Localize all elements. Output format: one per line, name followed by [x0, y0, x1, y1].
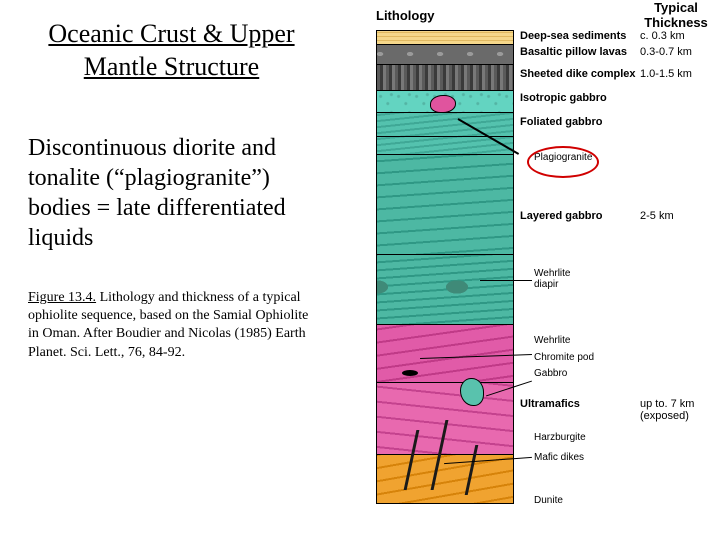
thickness-label: up to. 7 km (exposed)	[640, 398, 716, 422]
layer-seg-7	[377, 255, 513, 325]
plagiogranite-body-icon	[430, 95, 456, 113]
page-title: Oceanic Crust & Upper Mantle Structure	[28, 18, 315, 83]
gabbro-blob-icon	[460, 378, 484, 406]
thickness-label: 1.0-1.5 km	[640, 68, 716, 80]
layer-label: Ultramafics	[520, 398, 580, 410]
figure-number: Figure 13.4.	[28, 290, 96, 305]
leader-line	[480, 280, 532, 281]
sublabel-harzburgite: Harzburgite	[534, 432, 586, 443]
description: Discontinuous diorite and tonalite (“pla…	[28, 133, 315, 253]
layer-sheeted-dike-complex	[377, 65, 513, 91]
chromite-pod-icon	[402, 370, 418, 376]
layer-layered-gabbro	[377, 155, 513, 255]
layer-label: Basaltic pillow lavas	[520, 46, 627, 58]
layer-deep-sea-sediments	[377, 31, 513, 45]
text-panel: Oceanic Crust & Upper Mantle Structure D…	[0, 0, 335, 540]
ophiolite-diagram: Lithology Typical Thickness Deep-sea sed…	[340, 0, 720, 540]
layer-label: Foliated gabbro	[520, 116, 603, 128]
sublabel-mafic-dikes: Mafic dikes	[534, 452, 584, 463]
sublabel-chromite-pod: Chromite pod	[534, 352, 594, 363]
sublabel-gabbro: Gabbro	[534, 368, 567, 379]
layer-basaltic-pillow-lavas	[377, 45, 513, 65]
layer-seg-9	[377, 325, 513, 383]
layer-label: Layered gabbro	[520, 210, 603, 222]
lithology-header: Lithology	[376, 8, 435, 23]
layer-foliated-gabbro	[377, 113, 513, 137]
layer-label: Deep-sea sediments	[520, 30, 626, 42]
thickness-label: c. 0.3 km	[640, 30, 716, 42]
sublabel-dunite: Dunite	[534, 495, 563, 506]
layer-label: Isotropic gabbro	[520, 92, 607, 104]
plagiogranite-highlight-ring	[527, 146, 599, 178]
thickness-label: 2-5 km	[640, 210, 716, 222]
sublabel-wehrlite-diapir: Wehrlite diapir	[534, 268, 574, 290]
thickness-label: 0.3-0.7 km	[640, 46, 716, 58]
figure-caption: Figure 13.4. Lithology and thickness of …	[28, 289, 315, 362]
layer-label: Sheeted dike complex	[520, 68, 636, 80]
sublabel-wehrlite: Wehrlite	[534, 335, 571, 346]
thickness-header: Typical Thickness	[640, 0, 712, 30]
